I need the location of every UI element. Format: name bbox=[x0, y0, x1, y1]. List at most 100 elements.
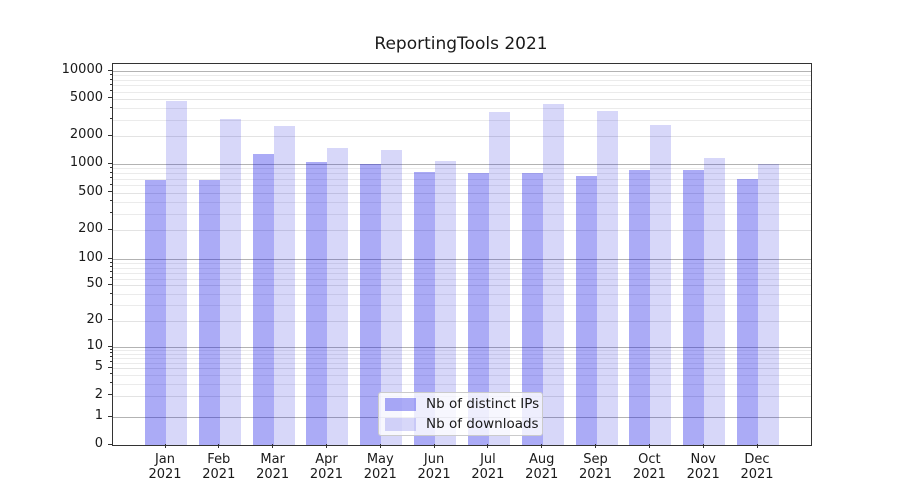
x-tick-label-year: 2021 bbox=[256, 467, 290, 482]
x-tick-label-year: 2021 bbox=[309, 467, 343, 482]
y-tick-mark-minor bbox=[110, 171, 112, 173]
x-tick-label-year: 2021 bbox=[417, 467, 451, 482]
y-tick-label: 1000 bbox=[69, 155, 103, 170]
bar-distinct-ips bbox=[252, 154, 274, 445]
bar-downloads bbox=[650, 125, 672, 445]
x-tick-mark bbox=[272, 444, 274, 448]
bar-downloads bbox=[273, 126, 295, 445]
x-tick-label: Nov 2021 bbox=[673, 452, 733, 482]
x-tick-label: Jan 2021 bbox=[135, 452, 195, 482]
y-gridline-minor bbox=[113, 320, 811, 322]
bar-downloads bbox=[596, 111, 618, 445]
y-tick-mark-minor bbox=[110, 183, 112, 185]
y-tick-mark bbox=[108, 191, 112, 193]
y-tick-mark-minor bbox=[110, 382, 112, 384]
legend-item-downloads: Nb of downloads bbox=[385, 414, 542, 434]
y-gridline-minor bbox=[113, 294, 811, 296]
y-tick-mark-minor bbox=[110, 73, 112, 75]
y-gridline-minor bbox=[113, 350, 811, 352]
y-tick-mark-minor bbox=[110, 348, 112, 350]
x-tick-mark bbox=[702, 444, 704, 448]
y-gridline-minor bbox=[113, 75, 811, 77]
bar-downloads bbox=[381, 149, 403, 445]
x-tick-mark bbox=[541, 444, 543, 448]
y-tick-mark-minor bbox=[110, 303, 112, 305]
bar-distinct-ips bbox=[629, 169, 651, 445]
x-tick-label: Oct 2021 bbox=[619, 452, 679, 482]
bar-downloads bbox=[542, 104, 564, 445]
y-gridline-minor bbox=[113, 98, 811, 100]
x-tick-label: Mar 2021 bbox=[243, 452, 303, 482]
y-tick-mark-minor bbox=[110, 361, 112, 363]
x-tick-label-year: 2021 bbox=[632, 467, 666, 482]
bar-distinct-ips bbox=[575, 176, 597, 445]
x-tick-mark bbox=[218, 444, 220, 448]
x-tick-label-year: 2021 bbox=[148, 467, 182, 482]
y-tick-mark bbox=[108, 443, 112, 445]
y-tick-mark bbox=[108, 345, 112, 347]
bar-distinct-ips bbox=[683, 169, 705, 445]
y-tick-mark bbox=[108, 162, 112, 164]
bar-downloads bbox=[488, 111, 510, 445]
x-tick-label-year: 2021 bbox=[525, 467, 559, 482]
y-tick-label: 50 bbox=[86, 276, 103, 292]
x-tick-label-year: 2021 bbox=[578, 467, 613, 482]
x-tick-mark bbox=[164, 444, 166, 448]
y-gridline-minor bbox=[113, 305, 811, 306]
y-tick-mark bbox=[108, 69, 112, 71]
y-gridline-minor bbox=[113, 108, 811, 109]
y-tick-mark-minor bbox=[110, 266, 112, 268]
y-gridline-major bbox=[113, 347, 811, 348]
x-tick-mark bbox=[487, 444, 489, 448]
y-tick-mark-minor bbox=[110, 212, 112, 214]
y-gridline-minor bbox=[113, 119, 811, 121]
bar-distinct-ips bbox=[198, 179, 220, 445]
y-tick-label: 200 bbox=[78, 221, 103, 237]
y-tick-label: 10 bbox=[86, 338, 103, 353]
legend-swatch-distinct-ips bbox=[385, 397, 416, 411]
x-tick-mark bbox=[325, 444, 327, 448]
x-tick-label: Feb 2021 bbox=[189, 452, 249, 482]
y-gridline-minor bbox=[113, 185, 811, 187]
bar-downloads bbox=[327, 147, 349, 445]
y-tick-mark-minor bbox=[110, 292, 112, 294]
y-gridline-minor bbox=[113, 136, 811, 137]
x-tick-label-year: 2021 bbox=[686, 467, 720, 482]
x-tick-label: Dec 2021 bbox=[727, 452, 787, 482]
y-tick-mark bbox=[108, 415, 112, 417]
y-tick-mark-minor bbox=[110, 373, 112, 375]
y-tick-mark bbox=[108, 366, 112, 368]
x-tick-label: May 2021 bbox=[350, 452, 410, 482]
y-tick-mark-minor bbox=[110, 90, 112, 92]
x-tick-mark bbox=[756, 444, 758, 448]
y-gridline-minor bbox=[113, 267, 811, 269]
y-tick-label: 2 bbox=[94, 386, 103, 402]
y-gridline-minor bbox=[113, 357, 811, 359]
y-gridline-minor bbox=[113, 173, 811, 175]
legend-label: Nb of downloads bbox=[426, 416, 539, 432]
y-gridline-minor bbox=[113, 353, 811, 355]
x-tick-mark bbox=[433, 444, 435, 448]
plot-area bbox=[112, 63, 812, 446]
bar-distinct-ips bbox=[306, 162, 328, 445]
y-tick-mark bbox=[108, 394, 112, 396]
legend-label: Nb of distinct IPs bbox=[426, 396, 540, 412]
y-gridline-minor bbox=[113, 168, 811, 170]
y-tick-mark-minor bbox=[110, 78, 112, 80]
y-tick-mark-minor bbox=[110, 277, 112, 279]
x-tick-label: Apr 2021 bbox=[296, 452, 356, 482]
x-tick-label-year: 2021 bbox=[363, 467, 397, 482]
y-gridline-minor bbox=[113, 362, 811, 364]
y-gridline-minor bbox=[113, 178, 811, 180]
bar-distinct-ips bbox=[521, 172, 543, 445]
bar-downloads bbox=[758, 164, 779, 445]
y-gridline-major bbox=[113, 259, 811, 260]
y-tick-mark-minor bbox=[110, 352, 112, 354]
y-tick-label: 2000 bbox=[69, 127, 103, 142]
y-gridline-minor bbox=[113, 263, 811, 265]
y-tick-mark bbox=[108, 228, 112, 230]
x-tick-label: Jun 2021 bbox=[404, 452, 464, 482]
y-tick-mark-minor bbox=[110, 166, 112, 168]
y-tick-label: 20 bbox=[86, 311, 103, 327]
